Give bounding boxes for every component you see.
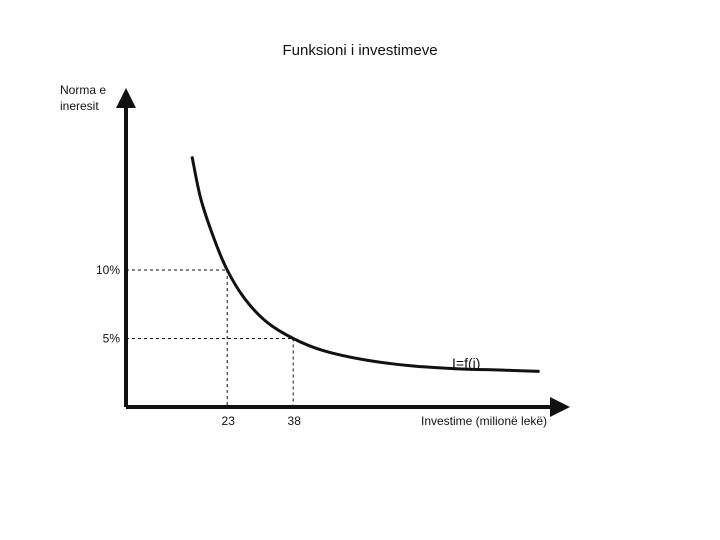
chart-title: Funksioni i investimeve bbox=[282, 42, 438, 59]
curve-label: I=f(i) bbox=[452, 355, 480, 371]
y-tick-label-0: 10% bbox=[96, 263, 120, 277]
x-axis-label: Investime (milionë lekë) bbox=[421, 414, 547, 428]
y-tick-label-1: 5% bbox=[103, 332, 121, 346]
investment-curve bbox=[190, 156, 540, 373]
x-tick-label-1: 38 bbox=[288, 414, 302, 428]
y-axis-label-line-1: Norma e bbox=[60, 83, 107, 97]
y-axis-label-line-2: ineresit bbox=[60, 99, 99, 113]
y-axis-label: Norma e ineresit bbox=[60, 82, 124, 114]
x-tick-label-0: 23 bbox=[222, 414, 236, 428]
